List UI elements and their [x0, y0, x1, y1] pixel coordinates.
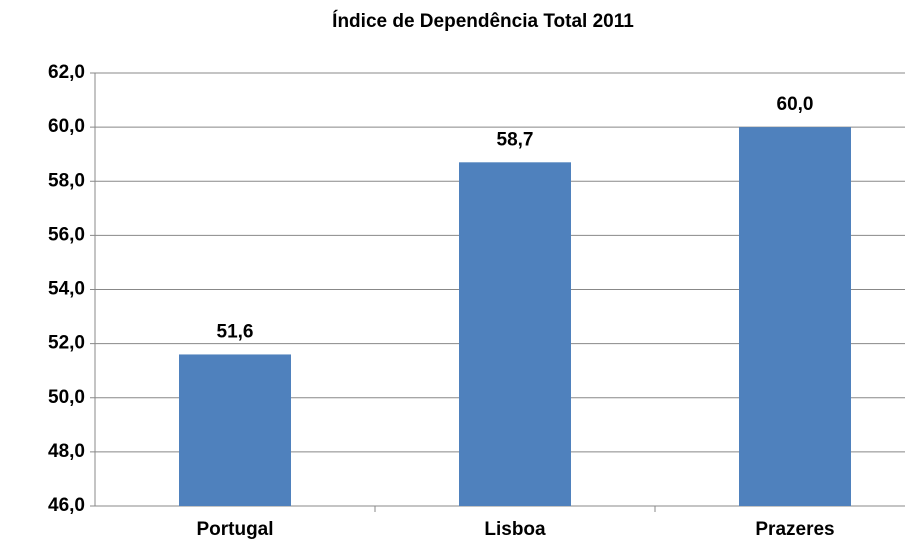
data-label: 58,7 [497, 129, 534, 150]
y-tick-label: 56,0 [48, 224, 85, 245]
y-tick-label: 60,0 [48, 116, 85, 137]
x-tick-label: Portugal [196, 519, 273, 540]
x-tick-label: Prazeres [755, 519, 834, 540]
y-tick-label: 48,0 [48, 441, 85, 462]
y-tick-label: 52,0 [48, 333, 85, 354]
x-tick-label: Lisboa [484, 519, 546, 540]
y-tick-label: 54,0 [48, 279, 85, 300]
data-label: 51,6 [217, 321, 254, 342]
y-tick-label: 58,0 [48, 170, 85, 191]
y-tick-label: 46,0 [48, 495, 85, 516]
y-tick-label: 62,0 [48, 62, 85, 83]
bar [739, 127, 851, 506]
data-label: 60,0 [777, 94, 814, 115]
bar [459, 162, 571, 506]
chart-title: Índice de Dependência Total 2011 [332, 10, 634, 32]
y-tick-label: 50,0 [48, 387, 85, 408]
bar [179, 354, 291, 506]
